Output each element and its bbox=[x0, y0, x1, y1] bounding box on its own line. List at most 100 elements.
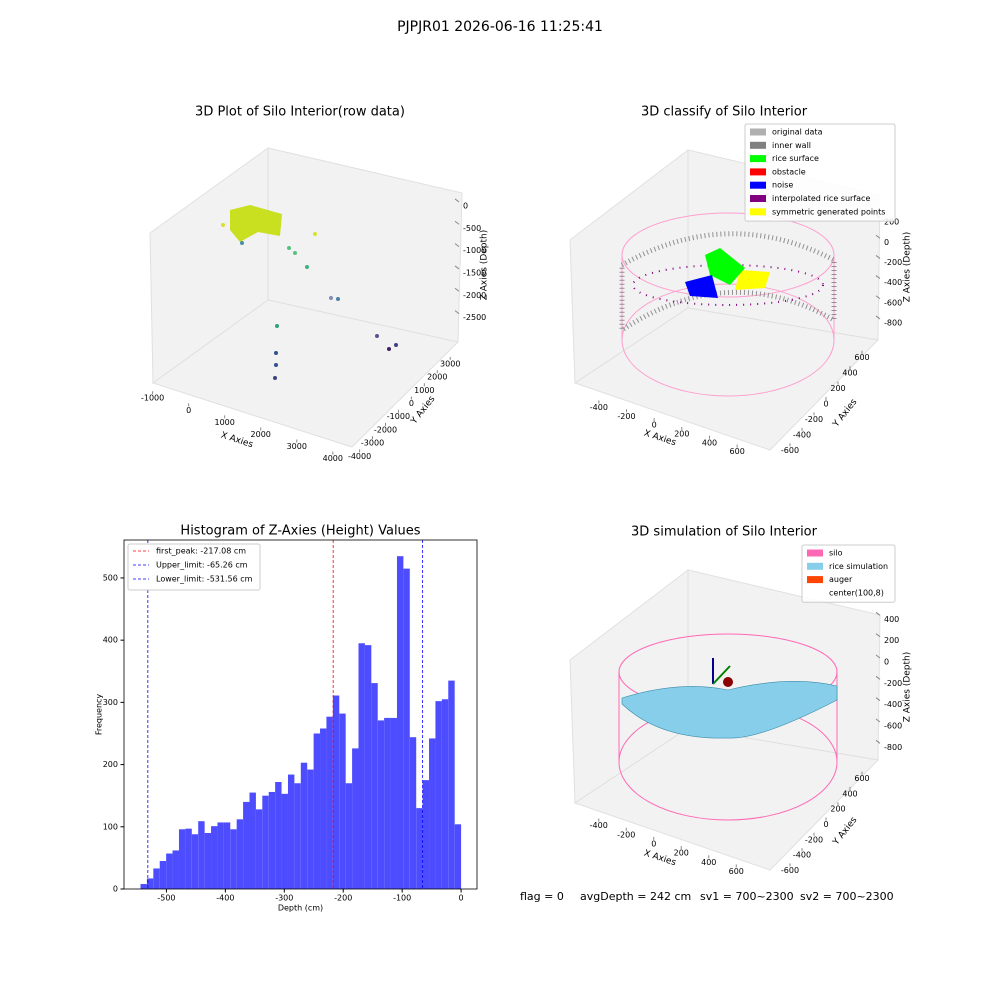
x-tick-label: 400 bbox=[702, 438, 717, 447]
x-tick-label: 2000 bbox=[251, 430, 271, 439]
auger-axis bbox=[712, 665, 731, 685]
legend-label: interpolated rice surface bbox=[772, 194, 870, 203]
y-tick-label: 100 bbox=[103, 822, 118, 831]
x-tick-label: -100 bbox=[393, 894, 411, 903]
tick-mark bbox=[875, 675, 881, 680]
pane-group bbox=[149, 147, 463, 448]
tick-mark bbox=[454, 287, 460, 292]
pane bbox=[151, 299, 460, 448]
bar bbox=[320, 728, 327, 889]
z-tick-label: 200 bbox=[884, 636, 899, 645]
bar bbox=[358, 643, 365, 889]
y-tick-label: 200 bbox=[103, 760, 118, 769]
legend-swatch bbox=[750, 128, 766, 136]
y-tick-label: -600 bbox=[781, 866, 799, 875]
axes-frame bbox=[123, 539, 478, 890]
legend-box bbox=[801, 544, 896, 603]
legend-label: auger bbox=[829, 575, 853, 584]
legend-box bbox=[127, 543, 261, 591]
bar bbox=[275, 781, 282, 889]
bar bbox=[198, 821, 205, 889]
tick-mark bbox=[875, 654, 881, 659]
legend-swatch bbox=[807, 549, 823, 557]
z-tick-label: 400 bbox=[884, 615, 899, 624]
y-axis-label: Y Axies bbox=[831, 815, 860, 848]
x-tick-label: 0 bbox=[652, 421, 657, 430]
interpolated-surface bbox=[632, 264, 824, 306]
x-tick-label: -500 bbox=[157, 894, 175, 903]
tick-mark bbox=[875, 697, 881, 702]
bar bbox=[294, 783, 301, 889]
z-tick-label: -1500 bbox=[463, 268, 486, 277]
bar bbox=[217, 822, 224, 889]
tick-mark bbox=[875, 234, 881, 239]
bar bbox=[377, 720, 385, 889]
x-tick-label: 200 bbox=[674, 429, 689, 438]
status-text: sv2 = 700~2300 bbox=[800, 890, 894, 903]
bar bbox=[159, 861, 167, 889]
bar bbox=[307, 769, 314, 889]
x-axis-label: X Axies bbox=[219, 431, 254, 451]
y-tick-label: 0 bbox=[823, 820, 828, 829]
bar bbox=[345, 783, 353, 889]
x-tick-label: 1000 bbox=[214, 418, 234, 427]
y-tick-label: -4000 bbox=[348, 452, 371, 461]
z-tick-label: -400 bbox=[884, 700, 902, 709]
z-axis-label: Z Axies (Depth) bbox=[903, 652, 913, 723]
legend-label: symmetric generated points bbox=[772, 207, 885, 216]
z-tick-label: -2500 bbox=[463, 313, 486, 322]
bar bbox=[313, 733, 321, 889]
bar bbox=[422, 780, 430, 889]
x-tick-label: 0 bbox=[651, 839, 656, 848]
x-tick-label: 600 bbox=[729, 867, 744, 876]
pane bbox=[573, 727, 880, 871]
legend-swatch bbox=[807, 589, 823, 597]
y-tick-label: -200 bbox=[805, 415, 823, 424]
tick-mark bbox=[454, 198, 460, 203]
tick-mark bbox=[454, 243, 460, 248]
y-tick-label: 500 bbox=[103, 573, 118, 582]
legend-label: center(100,8) bbox=[829, 588, 884, 597]
chart-title: 3D Plot of Silo Interior(row data) bbox=[195, 105, 405, 120]
z-tick-label: -2000 bbox=[463, 291, 486, 300]
x-tick-label: 200 bbox=[674, 849, 689, 858]
y-tick-label: 2000 bbox=[427, 373, 447, 382]
bar bbox=[281, 793, 288, 889]
y-tick-label: 0 bbox=[113, 885, 118, 894]
bar bbox=[448, 680, 455, 889]
chart-title: Histogram of Z-Axies (Height) Values bbox=[180, 524, 420, 539]
x-tick-label: 0 bbox=[186, 406, 191, 415]
tick-mark bbox=[454, 310, 460, 315]
bar bbox=[166, 853, 173, 889]
pane-group bbox=[569, 568, 881, 871]
legend-swatch bbox=[750, 208, 766, 216]
x-tick-label: -400 bbox=[216, 894, 234, 903]
noise bbox=[685, 275, 718, 298]
bar bbox=[255, 809, 263, 889]
y-tick-label: -2000 bbox=[374, 425, 397, 434]
bar bbox=[249, 792, 256, 889]
bar bbox=[172, 850, 179, 889]
tick-mark bbox=[454, 220, 460, 225]
x-tick-label: 0 bbox=[459, 894, 464, 903]
bar bbox=[403, 568, 410, 889]
rice-simulation bbox=[621, 681, 838, 739]
bar bbox=[191, 834, 199, 889]
legend-box bbox=[744, 123, 896, 222]
y-tick-label: 0 bbox=[409, 399, 414, 408]
bar bbox=[396, 556, 404, 889]
x-tick-label: -400 bbox=[590, 403, 608, 412]
bar bbox=[178, 829, 186, 889]
z-tick-label: 200 bbox=[884, 218, 899, 227]
x-tick-label: 4000 bbox=[323, 454, 343, 463]
status-text: flag = 0 bbox=[520, 890, 564, 903]
bar bbox=[243, 801, 250, 889]
x-tick-label: 400 bbox=[701, 858, 716, 867]
point-cluster bbox=[230, 205, 282, 242]
y-tick-label: 3000 bbox=[440, 359, 460, 368]
y-tick-label: -3000 bbox=[361, 439, 384, 448]
legend-swatch bbox=[750, 168, 766, 176]
legend-label: rice simulation bbox=[829, 562, 888, 571]
z-tick-label: -200 bbox=[884, 258, 902, 267]
bar bbox=[435, 701, 442, 889]
